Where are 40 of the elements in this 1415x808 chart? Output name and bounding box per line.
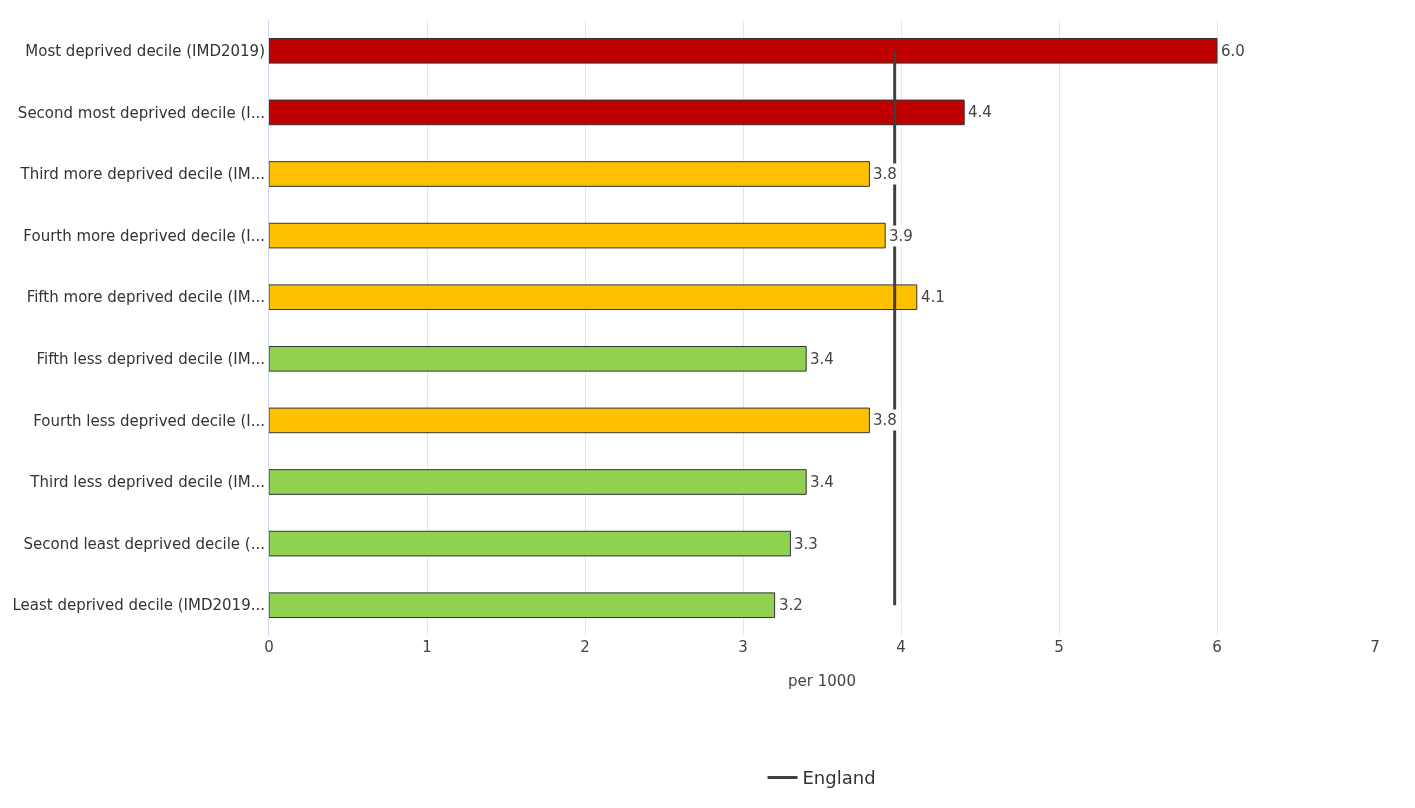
- y-tick-label: Second least deprived decile (...: [23, 534, 265, 553]
- bar: [269, 345, 807, 372]
- legend-label: England: [802, 767, 876, 789]
- data-label: 6.0: [1221, 42, 1245, 60]
- bar: [269, 530, 791, 557]
- y-tick-label: Second most deprived decile (I...: [17, 103, 265, 122]
- x-tick-label: 6: [1212, 638, 1222, 656]
- y-tick-label: Most deprived decile (IMD2019): [25, 42, 265, 61]
- data-label: 3.3: [794, 535, 818, 553]
- x-axis-title: per 1000: [788, 672, 856, 690]
- y-tick-label: Fifth less deprived decile (IM...: [36, 350, 265, 369]
- bar: [269, 284, 918, 311]
- y-tick-label: Fifth more deprived decile (IM...: [26, 288, 265, 307]
- x-tick-label: 3: [738, 638, 748, 656]
- y-tick-label: Third less deprived decile (IM...: [29, 473, 265, 492]
- data-label: 4.1: [921, 288, 945, 306]
- y-tick-label: Third more deprived decile (IM...: [19, 165, 265, 184]
- data-label: 3.2: [779, 596, 803, 614]
- data-label: 3.4: [810, 473, 834, 491]
- bar: [269, 407, 870, 434]
- bar: [269, 99, 965, 126]
- data-label: 3.9: [889, 227, 913, 245]
- x-tick-label: 0: [264, 638, 274, 656]
- bar: [269, 592, 776, 619]
- bar: [269, 161, 870, 187]
- data-label: 3.4: [810, 350, 834, 368]
- x-tick-label: 5: [1054, 638, 1064, 656]
- x-tick-label: 4: [896, 638, 906, 656]
- y-tick-label: Fourth less deprived decile (I...: [33, 411, 265, 430]
- data-label: 3.8: [873, 411, 897, 429]
- x-tick-label: 1: [422, 638, 432, 656]
- y-tick-label: Least deprived decile (IMD2019...: [12, 596, 265, 615]
- bar: [269, 222, 886, 249]
- x-tick-label: 7: [1370, 638, 1380, 656]
- data-label: 4.4: [968, 103, 992, 121]
- bar: [269, 469, 807, 495]
- bar: [269, 37, 1218, 64]
- data-label: 3.8: [873, 165, 897, 183]
- x-tick-label: 2: [580, 638, 590, 656]
- y-tick-label: Fourth more deprived decile (I...: [23, 226, 265, 245]
